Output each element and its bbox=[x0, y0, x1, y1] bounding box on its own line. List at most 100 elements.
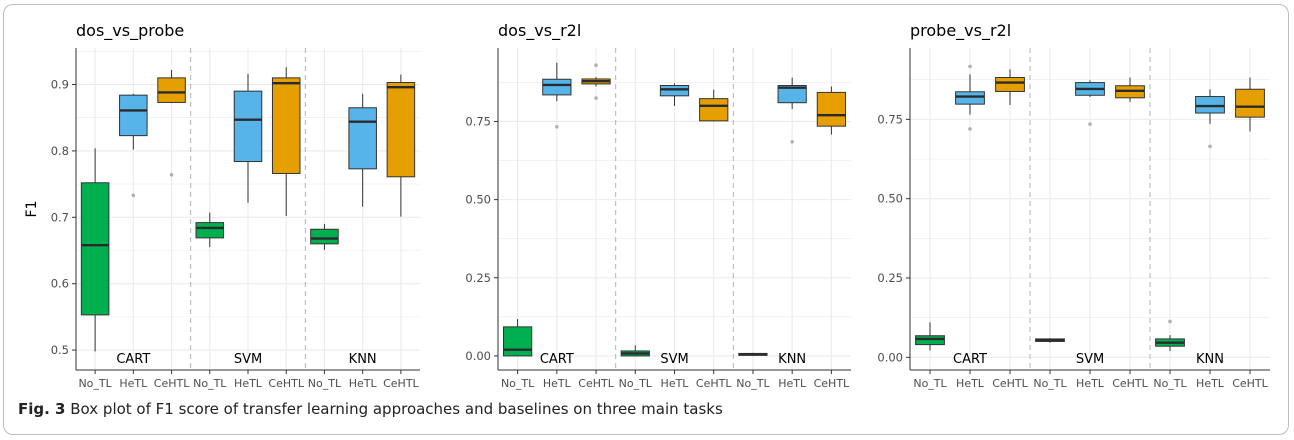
box-body bbox=[995, 77, 1025, 92]
y-tick-label: 0.00 bbox=[877, 350, 903, 364]
outlier-point bbox=[131, 193, 136, 198]
x-tick-label: No_TL bbox=[78, 377, 112, 390]
box-knn-no_tl bbox=[738, 352, 768, 356]
x-tick-label: No_TL bbox=[193, 377, 227, 390]
x-tick-label: CeHTL bbox=[696, 377, 732, 390]
outlier-point bbox=[594, 96, 598, 100]
group-label-cart: CART bbox=[540, 352, 574, 367]
outlier-point bbox=[968, 127, 972, 131]
x-tick-label: HeTL bbox=[661, 377, 690, 390]
box-svm-hetl bbox=[233, 73, 263, 203]
x-tick-label: HeTL bbox=[1076, 377, 1105, 390]
box-body bbox=[195, 222, 225, 239]
x-tick-label: CeHTL bbox=[1112, 377, 1148, 390]
group-label-svm: SVM bbox=[234, 352, 262, 367]
outlier-point bbox=[790, 139, 794, 144]
x-tick-label: HeTL bbox=[119, 377, 148, 390]
panel-probe_vs_r2l: CART SVM KNN 0.00 0.25 0.50 0.75 No_TL HeTL CeHTL… bbox=[877, 21, 1270, 390]
x-tick-label: HeTL bbox=[956, 377, 985, 390]
x-tick-label: No_TL bbox=[308, 377, 342, 390]
group-label-cart: CART bbox=[116, 352, 150, 367]
box-body bbox=[119, 94, 148, 137]
box-knn-hetl bbox=[1195, 89, 1225, 149]
box-body bbox=[233, 90, 263, 163]
x-tick-label: HeTL bbox=[234, 377, 263, 390]
box-body bbox=[1195, 96, 1225, 114]
box-body bbox=[915, 335, 945, 346]
box-body bbox=[157, 77, 186, 103]
x-tick-label: CeHTL bbox=[578, 377, 614, 390]
box-body bbox=[816, 91, 847, 127]
outlier-point bbox=[169, 173, 174, 177]
x-tick-label: CeHTL bbox=[268, 377, 304, 390]
box-body bbox=[777, 85, 807, 104]
box-svm-cehtl bbox=[271, 67, 301, 216]
x-tick-label: CeHTL bbox=[1232, 377, 1268, 390]
x-tick-label: HeTL bbox=[778, 377, 807, 390]
y-tick-label: 0.50 bbox=[465, 193, 491, 207]
figure-caption: Fig. 3 Box plot of F1 score of transfer … bbox=[18, 400, 723, 418]
box-svm-hetl bbox=[659, 83, 690, 106]
x-tick-label: CeHTL bbox=[992, 377, 1028, 390]
box-cart-hetl bbox=[119, 93, 148, 198]
box-body bbox=[659, 85, 690, 97]
outlier-point bbox=[1168, 319, 1172, 324]
y-tick-label: 0.25 bbox=[465, 271, 491, 285]
box-svm-no_tl bbox=[1035, 338, 1065, 343]
box-body bbox=[542, 78, 572, 96]
box-body bbox=[386, 82, 416, 178]
box-body bbox=[1235, 88, 1265, 118]
y-tick-label: 0.8 bbox=[51, 144, 69, 158]
group-label-svm: SVM bbox=[1076, 352, 1104, 367]
box-cart-cehtl bbox=[581, 63, 611, 100]
x-tick-label: No_TL bbox=[913, 377, 947, 390]
y-tick-label: 0.75 bbox=[465, 114, 491, 128]
box-knn-cehtl bbox=[386, 74, 416, 217]
box-body bbox=[80, 182, 110, 316]
x-tick-label: No_TL bbox=[501, 377, 535, 390]
box-cart-no_tl bbox=[915, 322, 945, 351]
group-label-svm: SVM bbox=[660, 352, 688, 367]
y-tick-label: 0.00 bbox=[465, 349, 491, 363]
box-svm-cehtl bbox=[1115, 77, 1145, 102]
outlier-point bbox=[1208, 144, 1212, 149]
box-knn-hetl bbox=[348, 93, 377, 207]
box-cart-hetl bbox=[955, 64, 985, 131]
box-body bbox=[955, 91, 985, 105]
box-body bbox=[348, 107, 377, 170]
x-tick-label: No_TL bbox=[736, 377, 770, 390]
y-tick-label: 0.9 bbox=[51, 78, 69, 92]
panel-title: probe_vs_r2l bbox=[910, 21, 1011, 41]
y-tick-label: 0.75 bbox=[877, 112, 903, 126]
group-label-cart: CART bbox=[953, 352, 987, 367]
box-body bbox=[271, 77, 301, 174]
box-svm-cehtl bbox=[699, 89, 729, 122]
x-tick-label: CeHTL bbox=[154, 377, 190, 390]
panel-title: dos_vs_probe bbox=[76, 21, 184, 41]
x-tick-label: No_TL bbox=[1153, 377, 1187, 390]
box-knn-cehtl bbox=[1235, 77, 1265, 132]
y-tick-label: 0.5 bbox=[51, 343, 69, 357]
box-svm-no_tl bbox=[620, 345, 650, 357]
x-tick-label: CeHTL bbox=[814, 377, 850, 390]
x-tick-label: CeHTL bbox=[383, 377, 419, 390]
outlier-point bbox=[555, 124, 559, 129]
outlier-point bbox=[968, 64, 972, 69]
box-cart-cehtl bbox=[157, 69, 186, 177]
y-tick-label: 0.25 bbox=[877, 271, 903, 285]
box-body bbox=[699, 98, 729, 122]
group-label-knn: KNN bbox=[349, 352, 377, 367]
x-tick-label: HeTL bbox=[1196, 377, 1225, 390]
y-tick-label: 0.6 bbox=[51, 277, 69, 291]
box-knn-no_tl bbox=[310, 223, 339, 250]
panel-title: dos_vs_r2l bbox=[498, 21, 581, 41]
y-tick-label: 0.7 bbox=[51, 210, 69, 224]
box-knn-cehtl bbox=[816, 86, 847, 135]
caption-text: Box plot of F1 score of transfer learnin… bbox=[70, 400, 723, 418]
outlier-point bbox=[1088, 122, 1092, 126]
caption-label: Fig. 3 bbox=[18, 400, 66, 418]
box-knn-no_tl bbox=[1155, 319, 1185, 351]
box-cart-hetl bbox=[542, 62, 572, 129]
